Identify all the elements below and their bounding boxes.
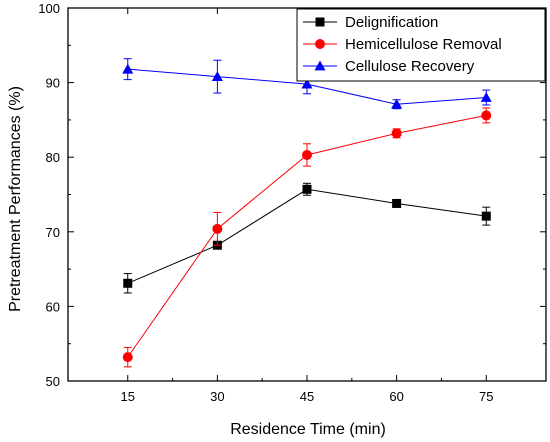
data-point <box>123 278 133 288</box>
y-tick-label: 100 <box>38 1 60 16</box>
legend-label: Cellulose Recovery <box>345 58 475 75</box>
legend-marker <box>315 39 325 49</box>
y-tick-label: 90 <box>46 76 60 91</box>
legend-box <box>296 8 546 82</box>
axes: 15 30 45 60 75 50 60 70 80 90 100 <box>38 1 547 404</box>
data-point <box>480 92 492 102</box>
data-point <box>122 63 134 74</box>
legend-label: Delignification <box>345 14 438 31</box>
data-point <box>301 78 313 89</box>
data-point <box>212 223 223 234</box>
y-tick-label: 70 <box>46 225 60 240</box>
y-tick-label: 50 <box>46 374 60 389</box>
data-point <box>302 184 312 194</box>
x-tick-label: 15 <box>121 389 135 404</box>
x-tick-label: 60 <box>389 389 403 404</box>
x-tick-label: 30 <box>210 389 224 404</box>
y-tick-label: 60 <box>46 299 60 314</box>
series-line <box>127 188 487 284</box>
series-hemicellulose-removal <box>122 107 492 368</box>
y-axis-title: Pretreatment Performances (%) <box>7 86 24 312</box>
data-point <box>302 149 312 160</box>
data-point <box>481 211 491 221</box>
data-point <box>122 352 133 363</box>
data-point <box>211 71 223 82</box>
y-tick-label: 80 <box>46 150 60 165</box>
legend: Delignification Hemicellulose Removal Cell… <box>296 8 546 82</box>
legend-label: Hemicellulose Removal <box>345 36 502 53</box>
data-point <box>481 110 492 121</box>
x-tick-label: 75 <box>479 389 493 404</box>
legend-marker <box>315 17 325 27</box>
x-tick-label: 45 <box>300 389 314 404</box>
data-point <box>392 198 402 208</box>
legend-marker <box>314 60 326 71</box>
series-delignification <box>123 182 491 294</box>
data-point <box>391 98 403 109</box>
data-point <box>391 128 402 139</box>
x-axis-title: Residence Time (min) <box>230 421 386 438</box>
plot-area <box>122 58 492 368</box>
series-cellulose-recovery <box>122 58 492 110</box>
